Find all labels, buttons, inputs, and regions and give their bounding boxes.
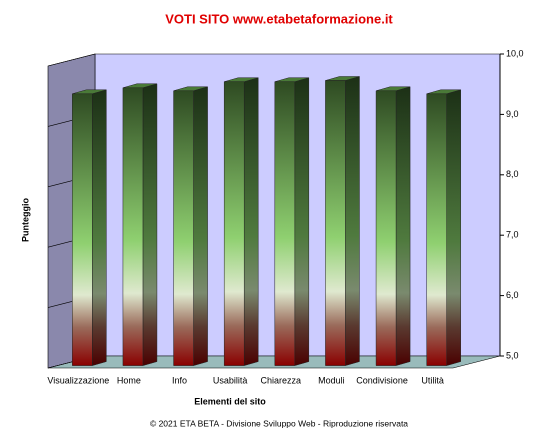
y-tick-label: 8,0 bbox=[506, 169, 519, 179]
bar-face bbox=[325, 80, 346, 366]
y-tick-label: 5,0 bbox=[506, 350, 519, 360]
x-tick-label: Utilità bbox=[421, 375, 444, 385]
x-tick-label: Chiarezza bbox=[261, 375, 302, 385]
bar-face bbox=[426, 93, 447, 366]
bar bbox=[173, 86, 208, 366]
x-tick-label: Info bbox=[172, 375, 187, 385]
bar-face bbox=[122, 87, 144, 366]
bar-face bbox=[92, 89, 107, 366]
bar-face bbox=[243, 77, 259, 366]
chart-title: VOTI SITO www.etabetaformazione.it bbox=[165, 11, 393, 26]
bar-face bbox=[142, 83, 158, 366]
footer: © 2021 ETA BETA - Divisione Sviluppo Web… bbox=[150, 418, 408, 428]
y-tick-label: 7,0 bbox=[506, 230, 519, 240]
y-axis-title: Punteggio bbox=[20, 198, 30, 242]
bar bbox=[375, 86, 411, 366]
bar bbox=[72, 89, 107, 366]
x-tick-label: Usabilità bbox=[213, 375, 248, 385]
bar-face bbox=[274, 81, 296, 366]
y-tick-label: 10,0 bbox=[506, 48, 524, 58]
x-tick-label: Visualizzazione bbox=[47, 375, 109, 385]
bar-face bbox=[294, 77, 310, 366]
x-tick-label: Condivisione bbox=[356, 375, 408, 385]
bar-face bbox=[395, 86, 411, 366]
y-tick-label: 9,0 bbox=[506, 109, 519, 119]
bar bbox=[122, 83, 158, 366]
bar-face bbox=[375, 90, 397, 366]
grid-line bbox=[47, 53, 96, 67]
x-tick-label: Home bbox=[117, 375, 141, 385]
bar bbox=[325, 76, 360, 366]
bar-face bbox=[223, 81, 245, 366]
bar bbox=[274, 77, 310, 366]
bar-face bbox=[446, 89, 461, 366]
bar-face bbox=[193, 86, 208, 366]
bar-face bbox=[173, 90, 194, 366]
bar-face bbox=[72, 93, 93, 366]
bar-face bbox=[345, 76, 360, 366]
bar bbox=[426, 89, 461, 366]
x-tick-label: Moduli bbox=[318, 375, 345, 385]
y-tick-label: 6,0 bbox=[506, 290, 519, 300]
bar bbox=[223, 77, 259, 366]
x-axis-title: Elementi del sito bbox=[194, 396, 266, 406]
